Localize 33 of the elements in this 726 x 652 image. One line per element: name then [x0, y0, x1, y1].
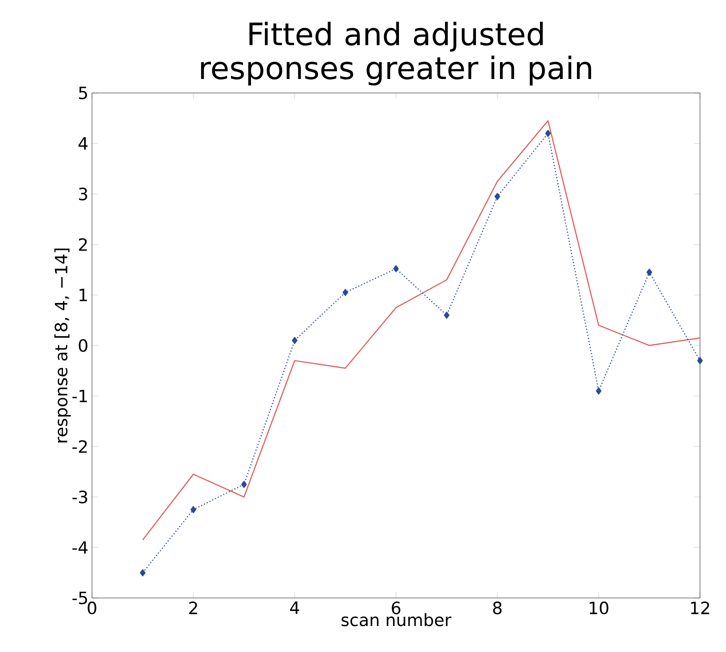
x-tick-label: 6: [392, 601, 400, 614]
point: [444, 312, 450, 319]
x-tick-label: 0: [88, 601, 96, 614]
y-tick-label: -2: [72, 440, 87, 453]
point: [545, 130, 551, 137]
y-tick-label: -5: [72, 592, 88, 604]
chart-title: Fitted and adjusted responses greater in pain: [201, 22, 592, 86]
point: [342, 288, 348, 296]
x-tick-label: 12: [691, 601, 710, 614]
x-tick-label: 8: [493, 601, 502, 614]
y-tick-label: -1: [72, 390, 87, 402]
y-tick-label: -3: [72, 490, 88, 504]
y-tick-label: 4: [78, 137, 88, 150]
point: [241, 480, 247, 488]
point: [494, 192, 500, 200]
point: [190, 506, 196, 514]
y-tick-label: 3: [79, 188, 88, 200]
point: [697, 357, 703, 364]
y-tick-label: 2: [78, 238, 87, 251]
point: [140, 569, 146, 576]
point: [596, 387, 602, 394]
y-tick-label: 1: [80, 288, 87, 302]
point: [393, 265, 399, 272]
x-tick-label: 4: [290, 602, 300, 614]
x-tick-label: 2: [189, 601, 198, 614]
y-axis-title: response at [8, 4, −14]: [54, 248, 71, 442]
y-tick-label: 0: [78, 339, 88, 352]
point: [646, 268, 652, 276]
x-axis-title: scan number: [342, 613, 452, 626]
y-tick-label: -4: [72, 541, 88, 554]
point: [292, 336, 298, 344]
y-tick-label: 5: [79, 86, 88, 100]
x-tick-label: 10: [590, 601, 608, 614]
